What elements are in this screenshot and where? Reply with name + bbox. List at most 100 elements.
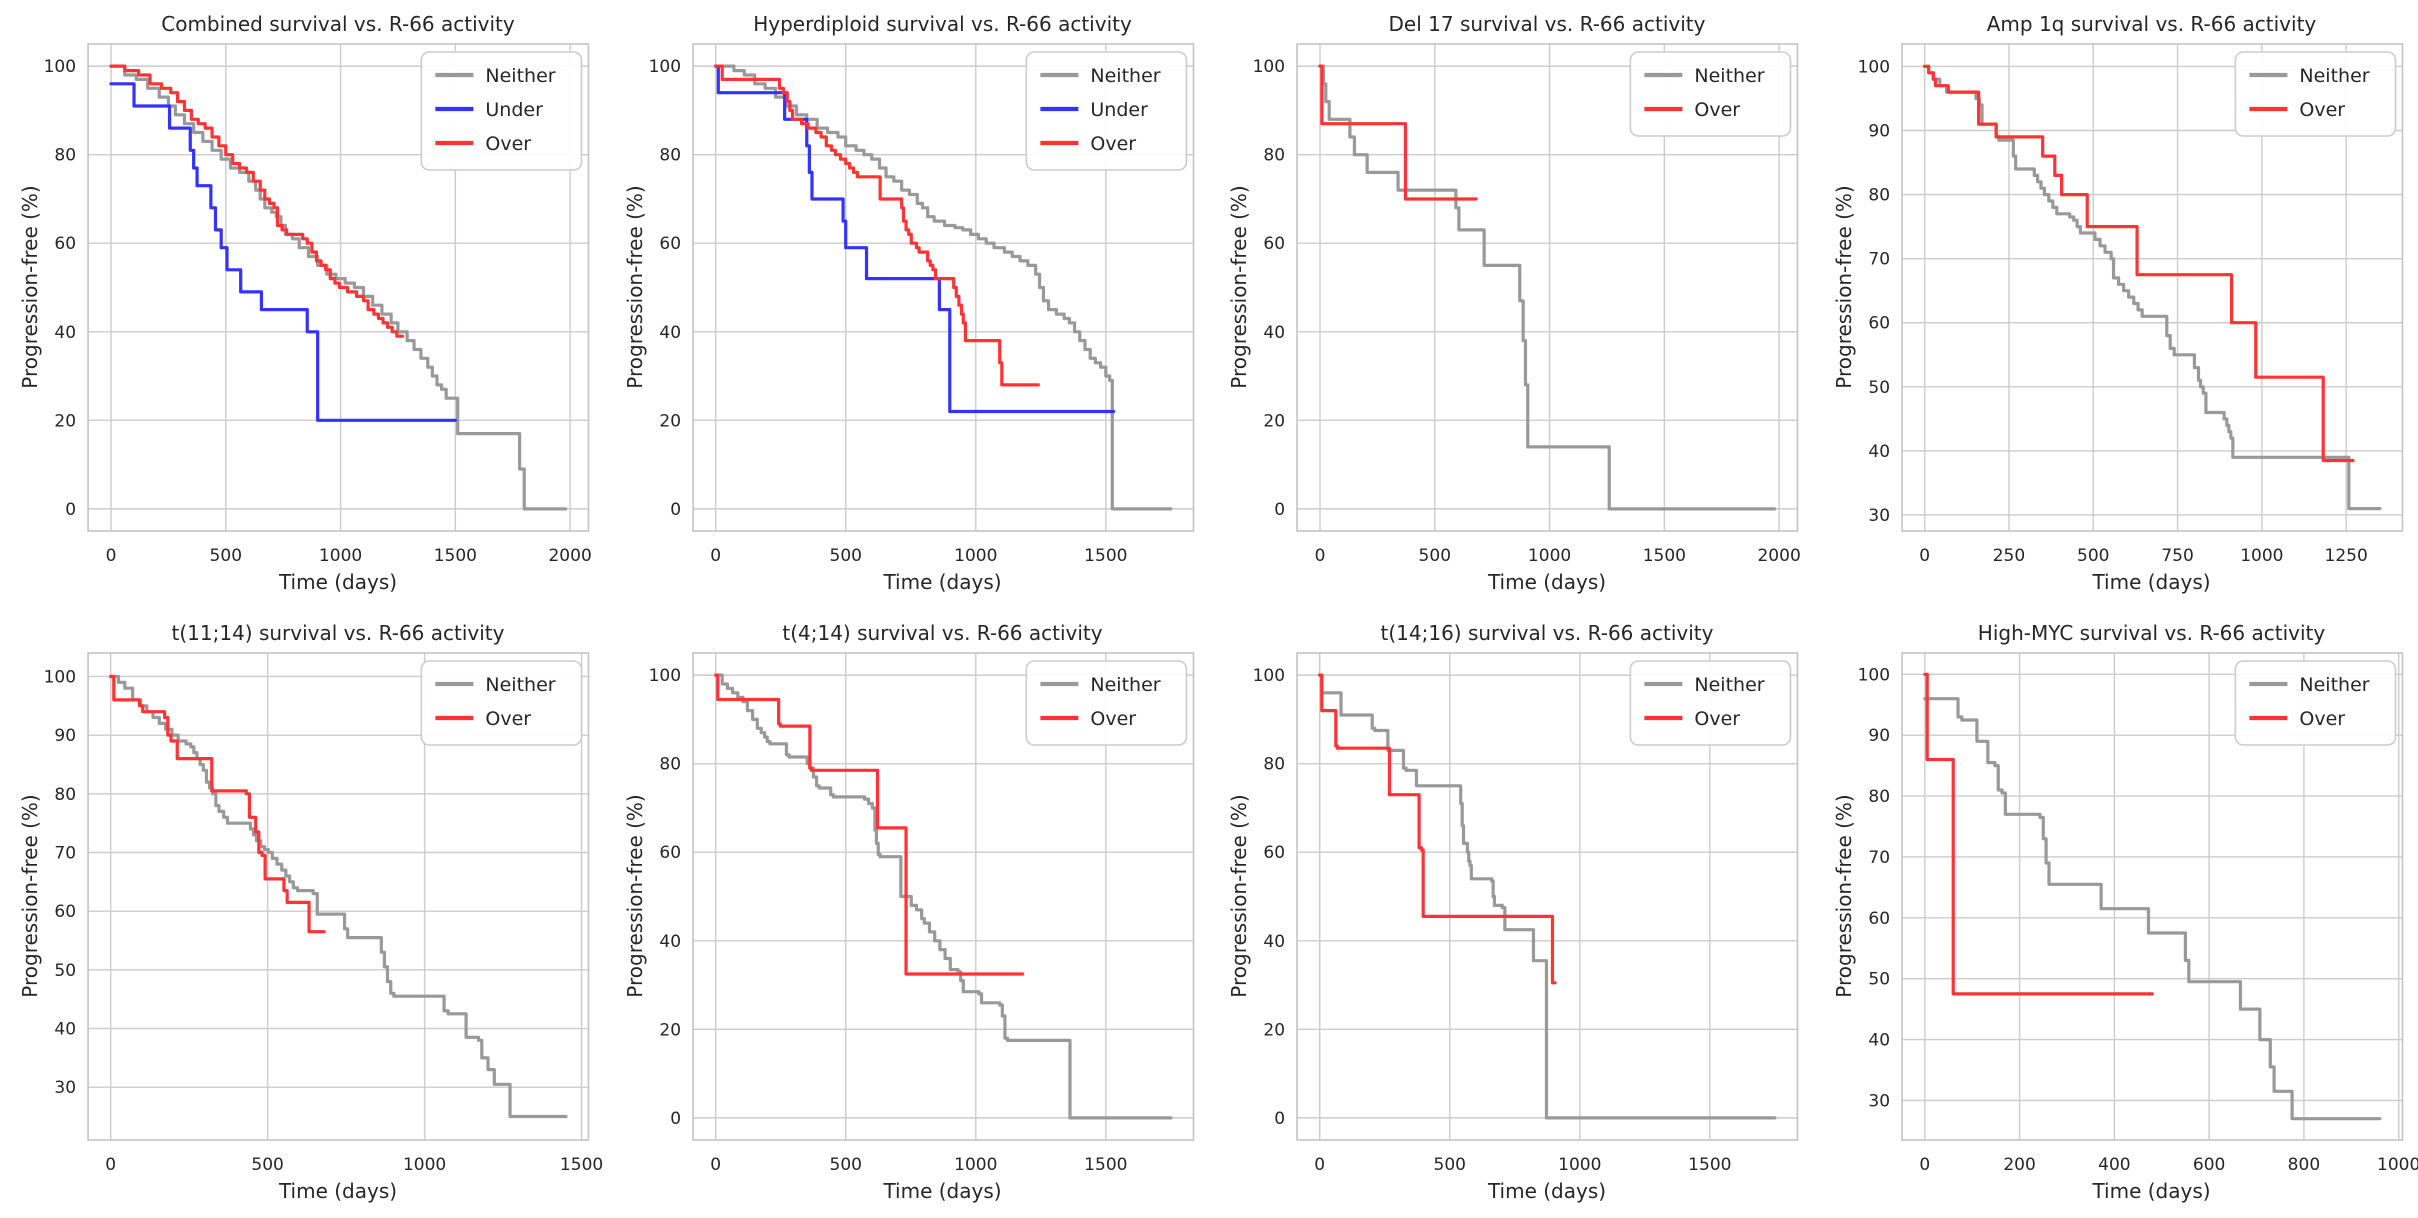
y-tick-label: 90 (54, 726, 76, 746)
chart-title: Hyperdiploid survival vs. R-66 activity (753, 12, 1132, 36)
legend-label-neither: Neither (1090, 674, 1160, 696)
x-tick-label: 500 (829, 1155, 861, 1175)
subplot-combined: 0 500 1000 1500 2000 0 20 40 60 80 100 Neither Under… (0, 0, 605, 609)
y-tick-label: 80 (54, 146, 76, 166)
x-tick-label: 250 (1992, 546, 2024, 566)
x-tick-label: 800 (2287, 1155, 2319, 1175)
chart-title: Combined survival vs. R-66 activity (161, 12, 515, 36)
x-tick-label: 1000 (2240, 546, 2283, 566)
y-axis-label: Progression-free (%) (1831, 185, 1856, 389)
chart-title: t(4;14) survival vs. R-66 activity (782, 621, 1103, 645)
x-tick-label: 1000 (954, 546, 997, 566)
subplot-hyperdiploid: 0 500 1000 1500 0 20 40 60 80 100 Neither Under Over… (605, 0, 1210, 609)
series-line-neither (1318, 673, 1777, 1120)
y-tick-label: 60 (1868, 909, 1890, 929)
y-tick-label: 60 (1263, 843, 1285, 863)
legend-label-over: Over (1090, 708, 1136, 730)
x-tick-label: 0 (710, 546, 721, 566)
chart-title: Amp 1q survival vs. R-66 activity (1986, 12, 2317, 36)
y-tick-label: 40 (54, 1020, 76, 1040)
legend-label-over: Over (1090, 133, 1136, 155)
y-tick-label: 0 (670, 1109, 681, 1129)
y-tick-label: 60 (659, 234, 681, 254)
y-tick-label: 80 (659, 146, 681, 166)
y-tick-label: 50 (54, 961, 76, 981)
y-tick-label: 20 (659, 1020, 681, 1040)
subplot-t14-16: 0 500 1000 1500 0 20 40 60 80 100 Neither Over t(14… (1209, 609, 1814, 1218)
subplot-del17: 0 500 1000 1500 2000 0 20 40 60 80 100 Neither Over … (1209, 0, 1814, 609)
y-tick-label: 30 (1868, 1091, 1890, 1111)
x-axis-label: Time (days) (883, 1179, 1002, 1203)
series-line-neither (1318, 64, 1777, 511)
legend-label-neither: Neither (2299, 674, 2369, 696)
x-tick-label: 600 (2192, 1155, 2224, 1175)
plot-area-hyperdiploid: 0 500 1000 1500 0 20 40 60 80 100 Neither Under Over (648, 43, 1194, 566)
x-tick-label: 500 (829, 546, 861, 566)
y-tick-label: 100 (1253, 57, 1285, 77)
legend-label-neither: Neither (485, 65, 555, 87)
x-tick-label: 500 (2077, 546, 2109, 566)
y-tick-label: 80 (1868, 186, 1890, 206)
y-axis-label: Progression-free (%) (1227, 185, 1251, 389)
axes-spines (87, 43, 590, 532)
y-tick-label: 70 (1868, 848, 1890, 868)
x-tick-label: 0 (1919, 1155, 1930, 1175)
axes-spines (691, 652, 1194, 1141)
legend-box (1025, 51, 1187, 171)
y-tick-label: 90 (1868, 726, 1890, 746)
y-tick-label: 40 (659, 932, 681, 952)
y-tick-label: 40 (1263, 932, 1285, 952)
x-tick-label: 750 (2161, 546, 2193, 566)
y-tick-label: 0 (65, 500, 76, 520)
x-tick-label: 1500 (560, 1155, 603, 1175)
legend-label-over: Over (2299, 708, 2345, 730)
y-tick-label: 70 (1868, 250, 1890, 270)
axes-spines (1900, 43, 2403, 532)
x-tick-label: 1500 (1084, 1155, 1127, 1175)
x-tick-label: 1000 (2377, 1155, 2418, 1175)
y-tick-label: 80 (1263, 146, 1285, 166)
series-line-neither (713, 673, 1172, 1120)
legend-label-neither: Neither (1694, 65, 1764, 87)
x-axis-label: Time (days) (278, 1179, 398, 1203)
subplot-t11-14: 0 500 1000 1500 30 40 50 60 70 80 90 100 Neither Over… (0, 609, 605, 1218)
y-tick-label: 20 (659, 411, 681, 431)
y-tick-label: 80 (659, 755, 681, 775)
x-axis-label: Time (days) (1487, 570, 1607, 594)
x-tick-label: 200 (2003, 1155, 2035, 1175)
series-line-over (1922, 672, 2154, 996)
y-tick-label: 50 (1868, 378, 1890, 398)
y-tick-label: 50 (1868, 970, 1890, 990)
y-tick-label: 40 (54, 323, 76, 343)
y-tick-label: 80 (1263, 755, 1285, 775)
series-line-over (1318, 64, 1478, 201)
chart-title: Del 17 survival vs. R-66 activity (1388, 12, 1706, 36)
plot-area-combined: 0 500 1000 1500 2000 0 20 40 60 80 100 Neither Under… (44, 43, 592, 566)
legend-label-over: Over (1694, 708, 1740, 730)
x-axis-label: Time (days) (278, 570, 398, 594)
series-line-over (1922, 64, 2355, 463)
y-tick-label: 0 (1274, 500, 1285, 520)
y-tick-label: 30 (1868, 506, 1890, 526)
x-tick-label: 0 (105, 1155, 116, 1175)
y-axis-label: Progression-free (%) (18, 794, 42, 998)
y-tick-label: 70 (54, 844, 76, 864)
legend-label-neither: Neither (2299, 65, 2369, 87)
series-line-over (109, 64, 405, 338)
series-line-under (713, 64, 1115, 414)
y-tick-label: 40 (659, 323, 681, 343)
y-tick-label: 0 (670, 500, 681, 520)
legend-label-over: Over (1694, 99, 1740, 121)
legend-label-over: Over (2299, 99, 2345, 121)
x-tick-label: 2000 (1757, 546, 1800, 566)
y-tick-label: 20 (1263, 411, 1285, 431)
x-tick-label: 1500 (434, 546, 477, 566)
y-tick-label: 100 (1253, 666, 1285, 686)
series-line-neither (109, 64, 568, 511)
chart-title: t(14;16) survival vs. R-66 activity (1380, 621, 1714, 645)
plot-area-high-myc: 0 200 400 600 800 1000 30 40 50 60 70 80 90 100 Neithe… (1857, 652, 2418, 1175)
x-tick-label: 0 (1315, 546, 1326, 566)
x-tick-label: 1500 (1643, 546, 1686, 566)
x-tick-label: 1500 (1084, 546, 1127, 566)
